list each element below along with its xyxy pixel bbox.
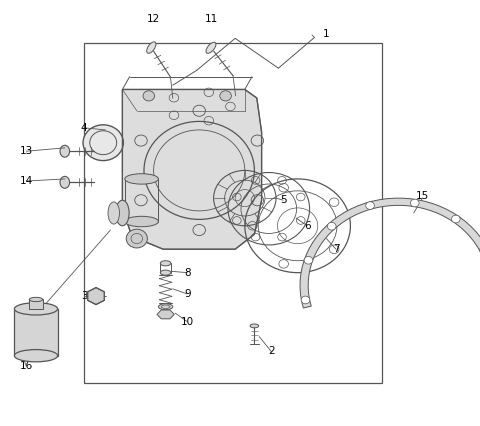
Ellipse shape — [108, 202, 120, 224]
Ellipse shape — [60, 145, 70, 157]
Ellipse shape — [14, 350, 58, 362]
Ellipse shape — [206, 42, 216, 53]
Ellipse shape — [60, 176, 70, 188]
Text: 7: 7 — [333, 244, 339, 254]
Text: 16: 16 — [20, 361, 33, 371]
Polygon shape — [300, 198, 480, 308]
Bar — [14, 309, 58, 356]
Circle shape — [143, 91, 155, 101]
Bar — [29, 299, 43, 309]
Text: 15: 15 — [416, 191, 429, 201]
Ellipse shape — [158, 304, 173, 310]
Circle shape — [366, 202, 374, 210]
Circle shape — [83, 125, 123, 161]
Text: 14: 14 — [20, 176, 33, 186]
Ellipse shape — [125, 174, 158, 184]
Ellipse shape — [116, 200, 129, 226]
Text: 11: 11 — [204, 14, 218, 24]
Circle shape — [304, 256, 313, 264]
Ellipse shape — [29, 297, 43, 302]
Circle shape — [301, 296, 310, 304]
Text: 12: 12 — [147, 14, 160, 24]
Circle shape — [327, 222, 336, 230]
Ellipse shape — [160, 261, 171, 266]
Text: 9: 9 — [184, 289, 191, 299]
Text: 5: 5 — [280, 195, 287, 205]
Ellipse shape — [125, 216, 158, 227]
Circle shape — [410, 199, 419, 207]
Text: 13: 13 — [20, 146, 33, 156]
Circle shape — [220, 91, 231, 101]
Ellipse shape — [160, 270, 171, 275]
Circle shape — [452, 215, 460, 223]
Polygon shape — [157, 310, 174, 319]
Text: 3: 3 — [81, 291, 87, 301]
Ellipse shape — [250, 324, 259, 328]
Text: 6: 6 — [304, 221, 311, 231]
Bar — [84, 43, 382, 383]
Circle shape — [126, 229, 147, 248]
Text: 1: 1 — [323, 29, 330, 39]
Ellipse shape — [14, 303, 58, 315]
Text: 8: 8 — [184, 268, 191, 278]
Ellipse shape — [147, 42, 156, 53]
Text: 2: 2 — [268, 346, 275, 357]
Polygon shape — [88, 288, 104, 305]
Polygon shape — [122, 89, 262, 249]
Text: 10: 10 — [180, 317, 194, 327]
Text: 4: 4 — [81, 123, 87, 133]
